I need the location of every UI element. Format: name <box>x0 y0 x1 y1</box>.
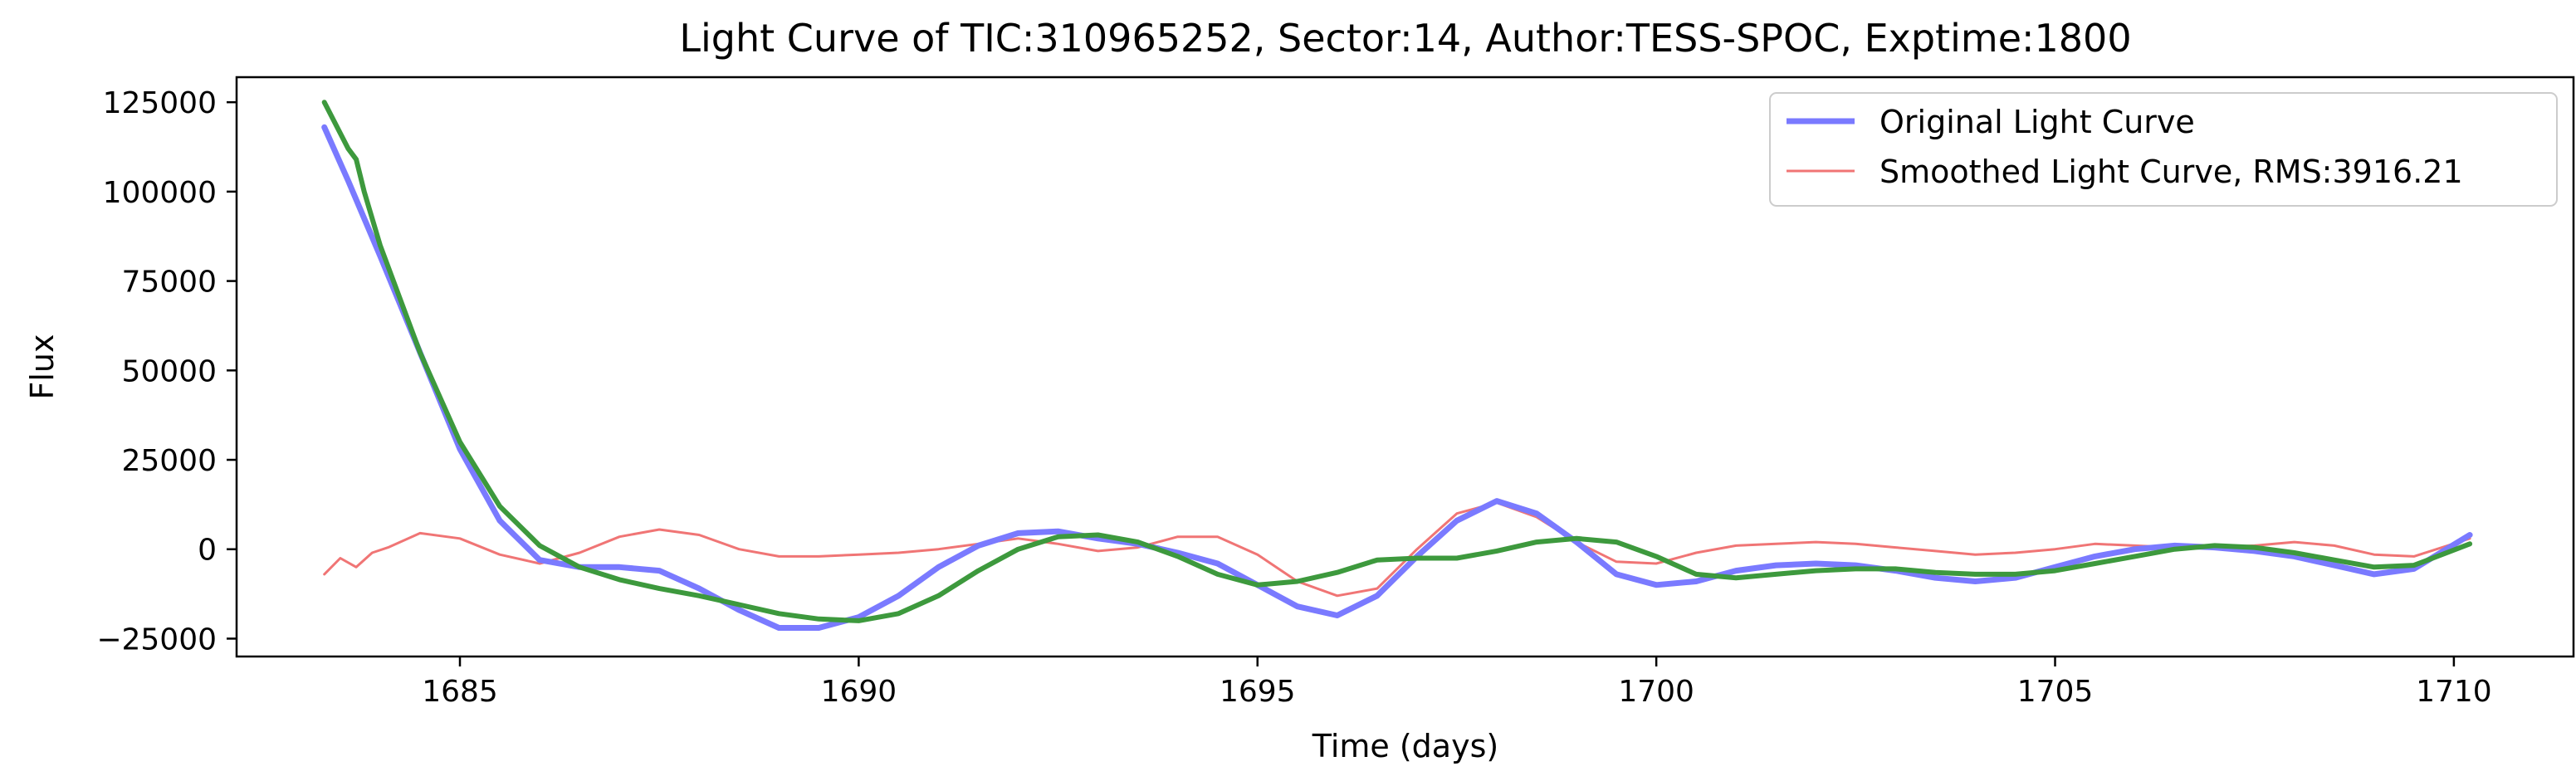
series-line-smoothed <box>323 501 2471 598</box>
x-axis-label: Time (days) <box>1312 728 1498 764</box>
y-tick-label: 50000 <box>121 354 217 388</box>
plot-area-frame <box>235 76 2575 658</box>
y-tick-label: 0 <box>198 534 217 568</box>
series-line-green <box>321 100 2473 623</box>
y-tick-label: 125000 <box>103 86 217 120</box>
y-axis-label: Flux <box>24 334 61 400</box>
legend: Original Light Curve Smoothed Light Curv… <box>1769 92 2558 207</box>
legend-label-smoothed: Smoothed Light Curve, RMS:3916.21 <box>1879 154 2463 190</box>
x-tick-label: 1700 <box>1618 675 1694 709</box>
chart-title: Light Curve of TIC:310965252, Sector:14,… <box>679 16 2131 61</box>
y-tick-label: 75000 <box>121 266 217 300</box>
x-tick-label: 1710 <box>2416 675 2492 709</box>
x-tick-label: 1690 <box>821 675 897 709</box>
x-tick-label: 1695 <box>1220 675 1296 709</box>
y-axis-ticks: −25000 0 25000 50000 75000 100000 125000 <box>96 86 237 657</box>
legend-box <box>1769 92 2558 207</box>
y-tick-label: −25000 <box>96 622 217 657</box>
legend-label-original: Original Light Curve <box>1879 104 2195 140</box>
series-line-original <box>321 124 2473 631</box>
plot-lines <box>321 100 2473 631</box>
x-tick-label: 1705 <box>2017 675 2094 709</box>
x-axis-ticks: 1685 1690 1695 1700 1705 1710 <box>422 657 2492 709</box>
y-tick-label: 100000 <box>103 176 217 210</box>
x-tick-label: 1685 <box>422 675 498 709</box>
y-tick-label: 25000 <box>121 444 217 478</box>
